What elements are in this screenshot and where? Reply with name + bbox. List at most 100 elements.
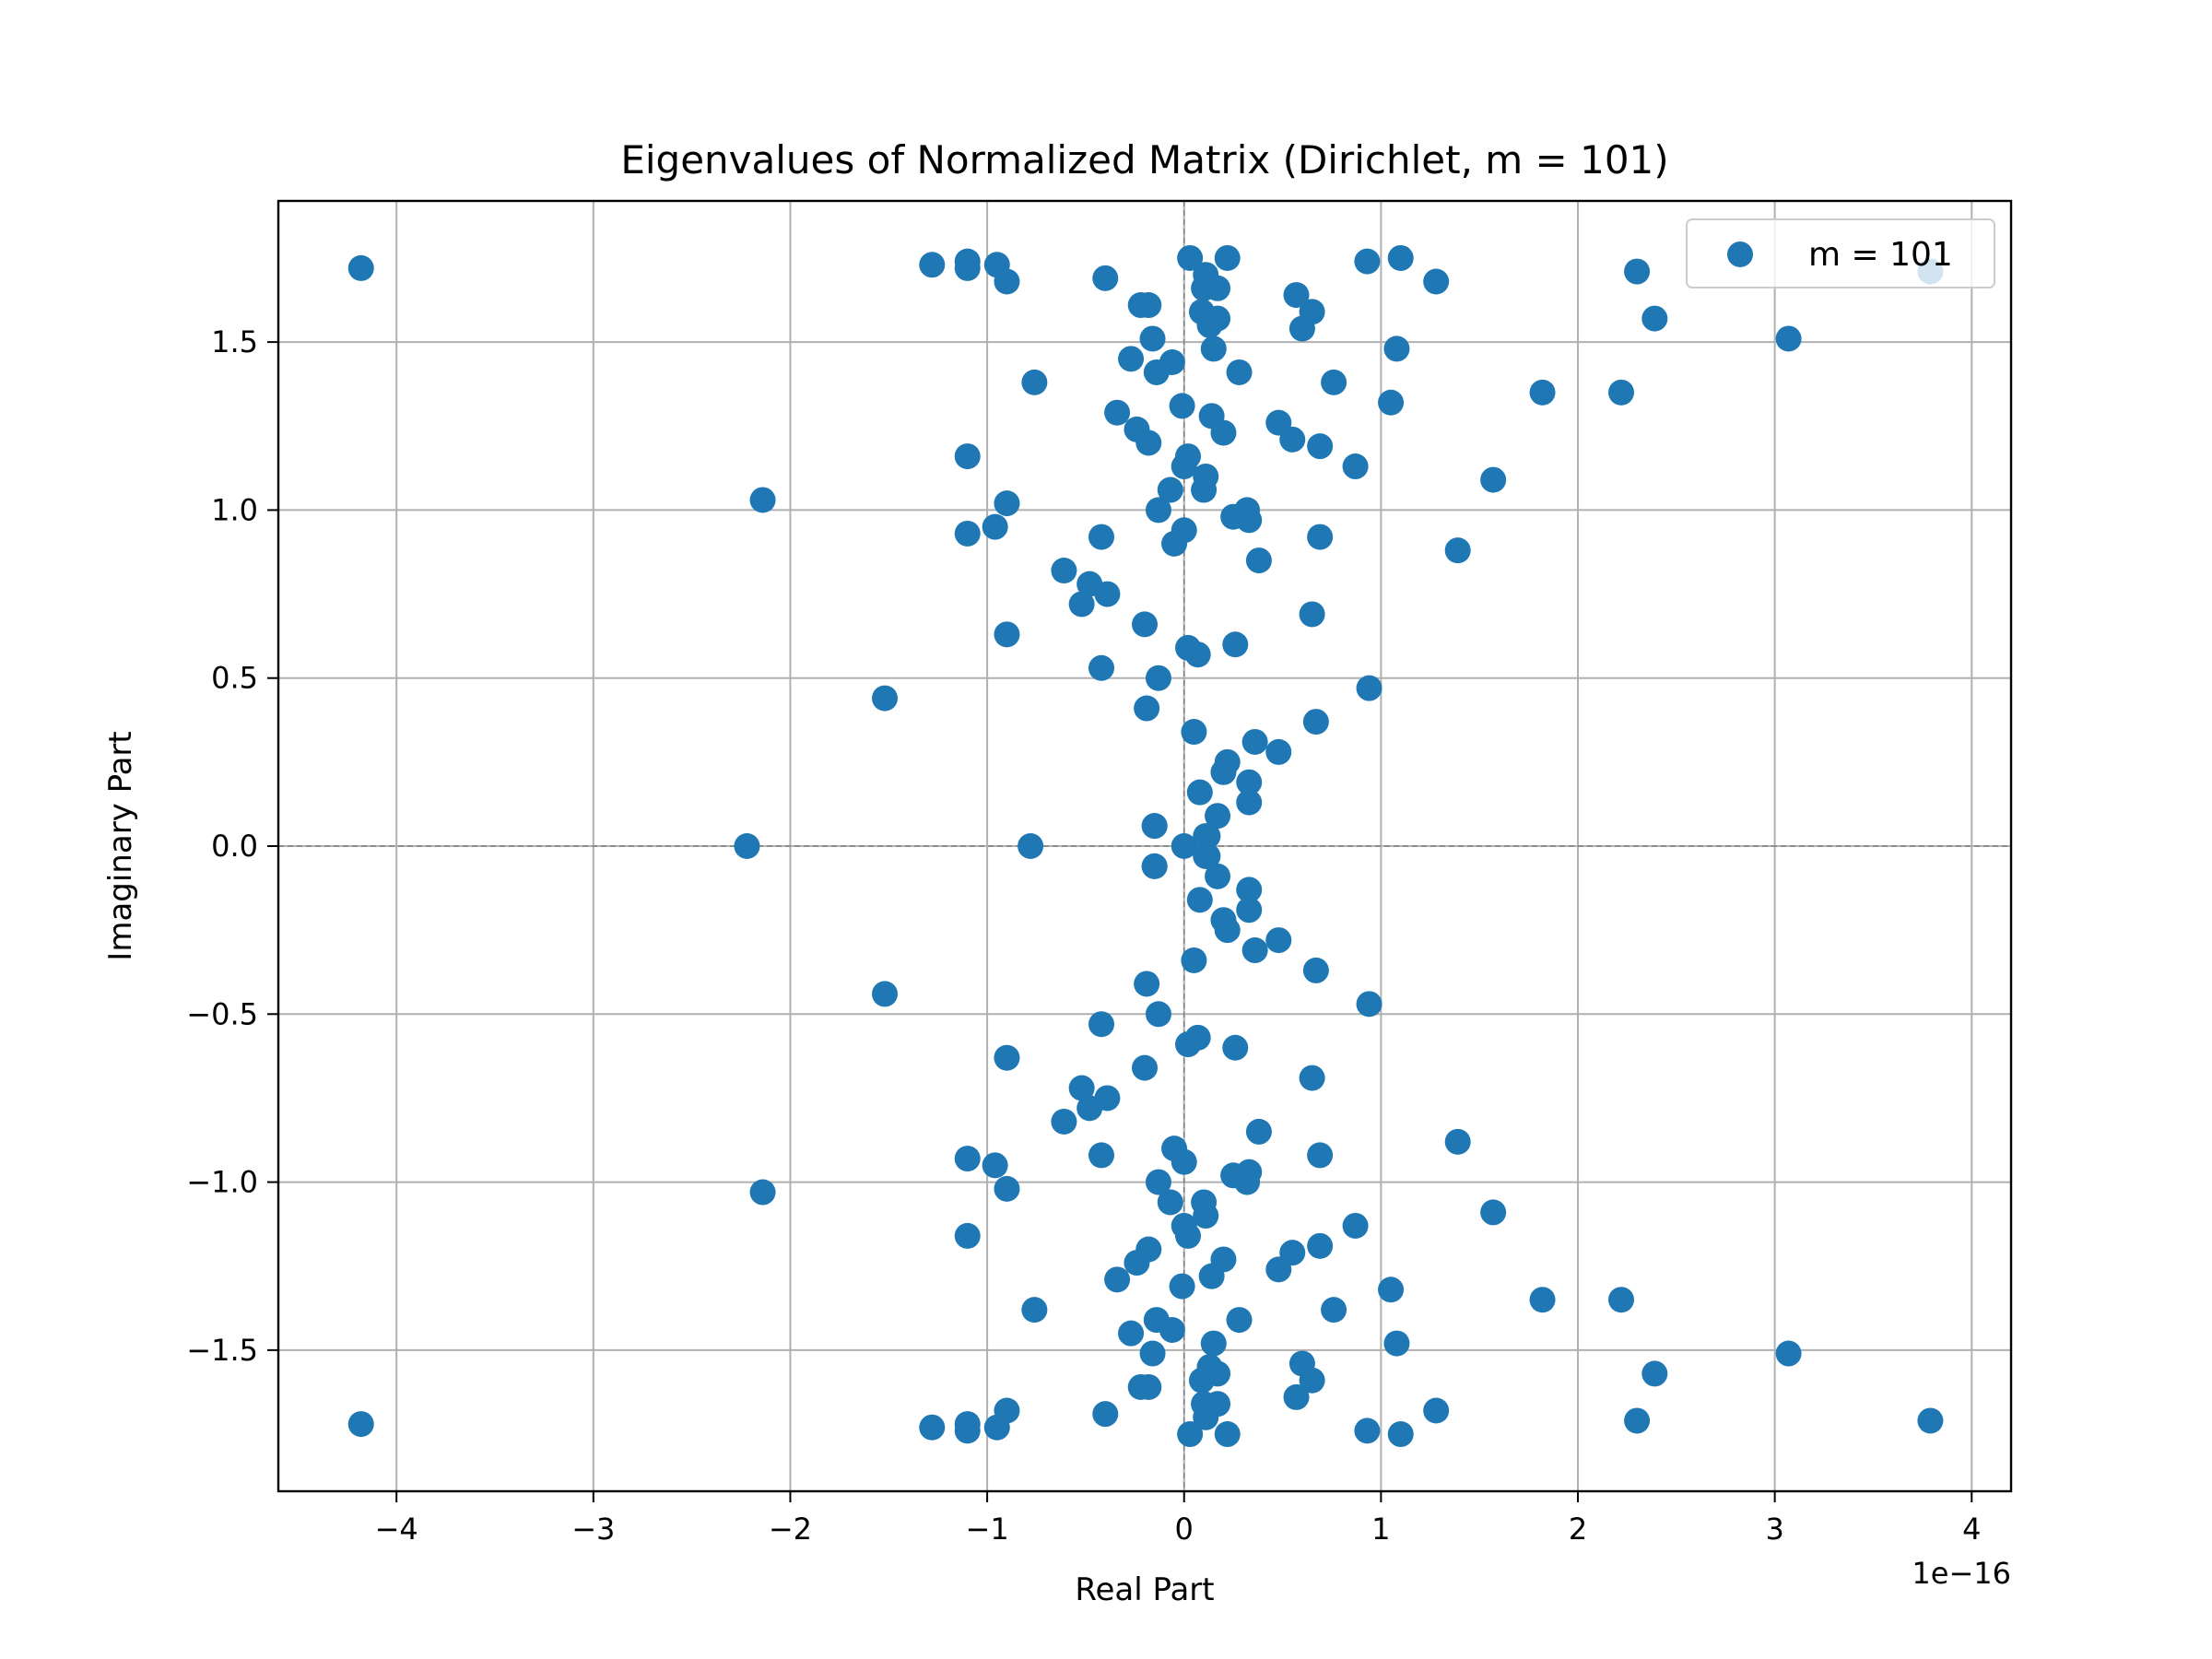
eigenvalue-point [1354,1418,1381,1444]
eigenvalue-point [1423,268,1450,295]
eigenvalue-point [1134,695,1160,722]
eigenvalue-point [1141,853,1168,879]
eigenvalue-point [1135,1373,1162,1400]
eigenvalue-point [1088,524,1114,550]
eigenvalue-point [1307,1232,1334,1259]
eigenvalue-point [1356,675,1382,701]
eigenvalue-point [1222,631,1249,658]
eigenvalue-point [1307,433,1334,460]
eigenvalue-point [1141,813,1168,840]
eigenvalue-point [1177,1421,1204,1448]
eigenvalue-point [1092,1401,1119,1428]
eigenvalue-point [1018,833,1044,859]
eigenvalue-point [994,490,1020,517]
eigenvalue-point [1169,393,1195,419]
eigenvalue-point [919,1414,946,1441]
eigenvalue-point [1299,1065,1325,1091]
axis-tick-labels: −4 −3 −2 −1 0 1 2 3 4 −1.5 −1.0 −0.5 0.0 0.5 1.0 1.5 [186,324,1981,1547]
eigenvalue-point [1265,927,1292,954]
chart-title: Eigenvalues of Normalized Matrix (Dirich… [620,137,1668,182]
eigenvalue-point [1094,581,1121,607]
eigenvalue-point [994,1397,1020,1424]
eigenvalue-point [1159,349,1185,375]
eigenvalue-point [1529,379,1556,406]
x-tick-label: 2 [1569,1512,1587,1547]
eigenvalue-point [1236,1159,1263,1185]
eigenvalue-point [1145,1001,1171,1028]
x-tick-label: −3 [571,1512,615,1547]
eigenvalue-point [1088,654,1114,681]
eigenvalue-point [872,981,898,1007]
eigenvalue-point [954,443,981,470]
eigenvalue-point [1265,738,1292,765]
eigenvalue-point [749,1179,776,1206]
eigenvalue-point [1307,524,1334,550]
eigenvalue-point [1307,1142,1334,1169]
eigenvalue-point [1608,1287,1634,1313]
eigenvalue-point [1214,917,1241,944]
eigenvalue-point [1194,823,1221,850]
eigenvalue-point [1092,265,1119,291]
eigenvalue-point [1157,477,1183,503]
eigenvalue-point [1283,1383,1310,1410]
eigenvalue-point [1134,971,1160,997]
eigenvalue-point [1529,1287,1556,1313]
eigenvalue-point [1021,1297,1048,1324]
eigenvalue-point [1245,1118,1272,1145]
eigenvalue-point [1205,863,1231,889]
y-tick-label: 0.0 [211,829,258,864]
eigenvalue-point [954,1146,981,1172]
eigenvalue-point [1171,833,1197,859]
eigenvalue-point [1378,1277,1405,1303]
x-axis-scale-offset: 1e−16 [1912,1556,2011,1591]
eigenvalue-point [1194,842,1221,869]
eigenvalue-point [1210,1246,1237,1273]
eigenvalue-point [1342,1212,1369,1239]
eigenvalue-point [1641,305,1668,332]
eigenvalue-point [1135,1236,1162,1263]
x-tick-label: 1 [1371,1512,1390,1547]
eigenvalue-point [347,254,374,281]
eigenvalue-point [1118,1320,1145,1347]
eigenvalue-point [1641,1360,1668,1387]
eigenvalue-point [1169,1273,1195,1300]
eigenvalue-point [1193,463,1219,489]
eigenvalue-point [1236,769,1263,795]
eigenvalue-point [1342,453,1369,480]
eigenvalue-point [1387,1421,1414,1448]
eigenvalue-point [1245,547,1272,574]
eigenvalue-point [1444,1128,1471,1155]
eigenvalue-point [1205,1360,1231,1387]
eigenvalue-point [1171,1148,1197,1175]
axis-ticks [267,341,1973,1502]
eigenvalue-point [1175,1222,1201,1249]
eigenvalue-point [1378,389,1405,416]
eigenvalue-point [1186,779,1213,806]
eigenvalue-point [1181,947,1207,973]
eigenvalue-point [1387,244,1414,271]
eigenvalue-point [1356,991,1382,1018]
eigenvalue-point [1088,1142,1114,1169]
eigenvalue-point [1775,1340,1802,1367]
eigenvalue-point [1157,1189,1183,1216]
x-tick-label: −4 [375,1512,418,1547]
eigenvalue-point [1177,244,1204,271]
eigenvalue-point [734,833,760,859]
eigenvalue-point [954,254,981,281]
eigenvalue-point [1241,937,1268,964]
eigenvalue-point [1236,897,1263,924]
eigenvalue-point [1480,466,1507,493]
eigenvalue-point [1480,1199,1507,1226]
eigenvalue-point [1200,335,1227,362]
eigenvalue-point [1184,641,1211,668]
eigenvalue-point [347,1411,374,1438]
eigenvalue-point [1608,379,1634,406]
legend-marker [1727,241,1753,267]
eigenvalue-point [1175,443,1201,470]
eigenvalue-point [1302,709,1329,735]
eigenvalue-point [1321,1297,1347,1324]
eigenvalue-point [1132,611,1158,638]
eigenvalue-point [994,268,1020,295]
x-tick-label: 0 [1175,1512,1194,1547]
eigenvalue-point [1104,399,1131,426]
